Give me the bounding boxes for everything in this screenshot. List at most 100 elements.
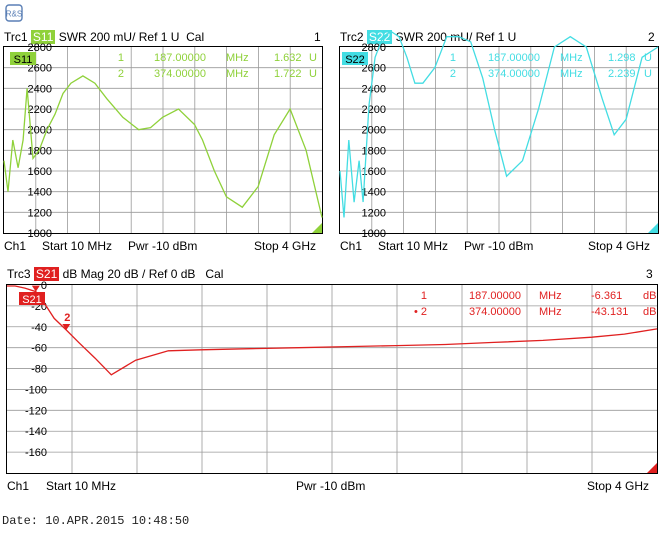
svg-text:R&S: R&S bbox=[6, 10, 22, 19]
trc2-param-badge[interactable]: S22 bbox=[366, 30, 393, 44]
trc2-footer-power: Pwr -10 dBm bbox=[464, 239, 534, 253]
trc3-header: Trc3 S21 dB Mag 20 dB / Ref 0 dB Cal bbox=[7, 267, 223, 281]
trc2-ytick-label: 1600 bbox=[362, 166, 386, 178]
trc1-header: Trc1 S11 SWR 200 mU/ Ref 1 U Cal bbox=[4, 30, 204, 44]
trc2-marker-value-unit: U bbox=[644, 52, 652, 64]
trc3-marker-value: -6.361 bbox=[591, 290, 622, 302]
trc2-window-number: 2 bbox=[648, 30, 655, 44]
trc3-ytick-label: -40 bbox=[31, 322, 47, 334]
trc1-ytick-label: 2400 bbox=[28, 83, 52, 95]
trc2-marker-value: 1.298 bbox=[608, 52, 636, 64]
trc3-marker-number: 1 bbox=[421, 290, 427, 302]
trc1-cal: Cal bbox=[186, 30, 205, 44]
trc1-trace-name: Trc1 bbox=[4, 30, 28, 44]
trc2-marker-frequency: 187.00000 bbox=[488, 52, 540, 64]
trc3-footer-power: Pwr -10 dBm bbox=[296, 479, 366, 493]
trc1-footer-channel: Ch1 bbox=[4, 239, 27, 253]
trc3-ytick-label: -60 bbox=[31, 343, 47, 355]
trc3-marker-value: -43.131 bbox=[591, 306, 628, 318]
trc1-ytick-label: 2800 bbox=[28, 42, 52, 54]
trc2-ytick-label: 1000 bbox=[362, 228, 386, 240]
trc2-trace-line bbox=[339, 30, 659, 218]
trc2-ytick-label: 1400 bbox=[362, 187, 386, 199]
trc2-trace-label-bg bbox=[342, 52, 368, 65]
trc1-ytick-label: 1600 bbox=[28, 166, 52, 178]
trc2-marker-value-unit: U bbox=[644, 68, 652, 80]
trc3-marker-2-label: 2 bbox=[64, 312, 70, 324]
trc3-marker-value-unit: dB bbox=[643, 290, 656, 302]
trc2-trace-label: S22 bbox=[345, 54, 365, 66]
trc1-trace-label-bg bbox=[10, 52, 36, 65]
trc3-format: dB Mag bbox=[62, 267, 104, 281]
trc1-marker-value: 1.722 bbox=[274, 68, 302, 80]
trc3-footer-channel: Ch1 bbox=[7, 479, 30, 493]
trc3-trace-name: Trc3 bbox=[7, 267, 31, 281]
trc3-ytick-label: -140 bbox=[25, 426, 47, 438]
trc3-param-badge[interactable]: S21 bbox=[33, 267, 60, 281]
trc3-ytick-label: -120 bbox=[25, 405, 47, 417]
trc1-ref: Ref 1 U bbox=[138, 30, 180, 44]
trc1-footer-power: Pwr -10 dBm bbox=[128, 239, 198, 253]
trc2-marker-frequency: 374.00000 bbox=[488, 68, 540, 80]
trc3-ref-marker-icon bbox=[647, 463, 657, 473]
trc2-ref-marker-icon bbox=[648, 223, 658, 233]
trc3-marker-number: • 2 bbox=[414, 306, 427, 318]
trc2-marker-number: 2 bbox=[450, 68, 456, 80]
trc2-footer-channel: Ch1 bbox=[340, 239, 363, 253]
trc1-marker-value: 1.632 bbox=[274, 52, 302, 64]
trc1-format: SWR bbox=[58, 30, 87, 44]
trc1-ytick-label: 1200 bbox=[28, 207, 52, 219]
trc3-trace-label-bg bbox=[19, 292, 45, 305]
timestamp: Date: 10.APR.2015 10:48:50 bbox=[2, 514, 190, 528]
trc1-marker-value-unit: U bbox=[309, 68, 317, 80]
trc1-marker-frequency: 187.00000 bbox=[154, 52, 206, 64]
trc1-ytick-label: 2200 bbox=[28, 104, 52, 116]
trc1-ytick-label: 1000 bbox=[28, 228, 52, 240]
trc3-ref: Ref 0 dB bbox=[148, 267, 196, 281]
trc3-marker-freq-unit: MHz bbox=[539, 290, 562, 302]
trc1-trace-line bbox=[3, 75, 323, 218]
trc1-ytick-label: 2600 bbox=[28, 63, 52, 75]
trc2-chart-svg: 1000120014001600180020002200240026002800… bbox=[339, 30, 659, 240]
trc2-ytick-label: 2000 bbox=[362, 125, 386, 137]
trc2-trace-name: Trc2 bbox=[340, 30, 364, 44]
trc1-marker-value-unit: U bbox=[309, 52, 317, 64]
trc1-param-badge[interactable]: S11 bbox=[30, 30, 56, 44]
trc3-marker-1-symbol[interactable] bbox=[31, 285, 40, 292]
trc3-ytick-label: 0 bbox=[41, 280, 47, 292]
trc3-footer-start: Start 10 MHz bbox=[46, 479, 117, 493]
trc1-ytick-label: 1800 bbox=[28, 145, 52, 157]
rohde-schwarz-logo: R&S bbox=[5, 4, 23, 22]
trc3-ytick-label: -80 bbox=[31, 364, 47, 376]
trc3-marker-value-unit: dB bbox=[643, 306, 656, 318]
trc1-marker-freq-unit: MHz bbox=[226, 68, 249, 80]
trc1-footer-start: Start 10 MHz bbox=[42, 239, 113, 253]
trc2-ref: Ref 1 U bbox=[475, 30, 517, 44]
trc2-footer-start: Start 10 MHz bbox=[378, 239, 449, 253]
trc3-marker-freq-unit: MHz bbox=[539, 306, 562, 318]
trc1-marker-number: 2 bbox=[118, 68, 124, 80]
trc2-ytick-label: 1200 bbox=[362, 207, 386, 219]
s22-plot-area[interactable]: 1000 1200 1400 1600 1800 2000 2200 2400 2600 2800… bbox=[339, 30, 659, 240]
trc2-footer-stop: Stop 4 GHz bbox=[588, 239, 651, 253]
trc1-ytick-label: 2000 bbox=[28, 125, 52, 137]
s11-plot-area[interactable]: 1000 1200 1400 1600 1800 2000 2200 2400 2600 2800… bbox=[3, 42, 323, 240]
trc1-marker-freq-unit: MHz bbox=[226, 52, 249, 64]
trc3-marker-2-symbol[interactable] bbox=[62, 324, 71, 331]
trc1-window-number: 1 bbox=[314, 30, 321, 44]
trc3-marker-frequency: 187.00000 bbox=[469, 290, 521, 302]
trc3-marker-frequency: 374.00000 bbox=[469, 306, 521, 318]
trc1-marker-number: 1 bbox=[118, 52, 124, 64]
trc1-footer-stop: Stop 4 GHz bbox=[254, 239, 317, 253]
trc1-scale: 200 mU/ bbox=[90, 30, 136, 44]
trc1-marker-frequency: 374.00000 bbox=[154, 68, 206, 80]
trc2-ytick-label: 1800 bbox=[362, 145, 386, 157]
trc2-marker-value: 2.239 bbox=[608, 68, 636, 80]
trc3-cal: Cal bbox=[205, 267, 224, 281]
trc2-marker-freq-unit: MHz bbox=[560, 68, 583, 80]
trc1-ytick-label: 1400 bbox=[28, 187, 52, 199]
s21-plot-area[interactable]: -160 -140 -120 -100 -80 -60 -40 -20 0 S21 1 187.000… bbox=[6, 280, 658, 474]
trc2-format: SWR bbox=[395, 30, 424, 44]
trc2-marker-freq-unit: MHz bbox=[560, 52, 583, 64]
